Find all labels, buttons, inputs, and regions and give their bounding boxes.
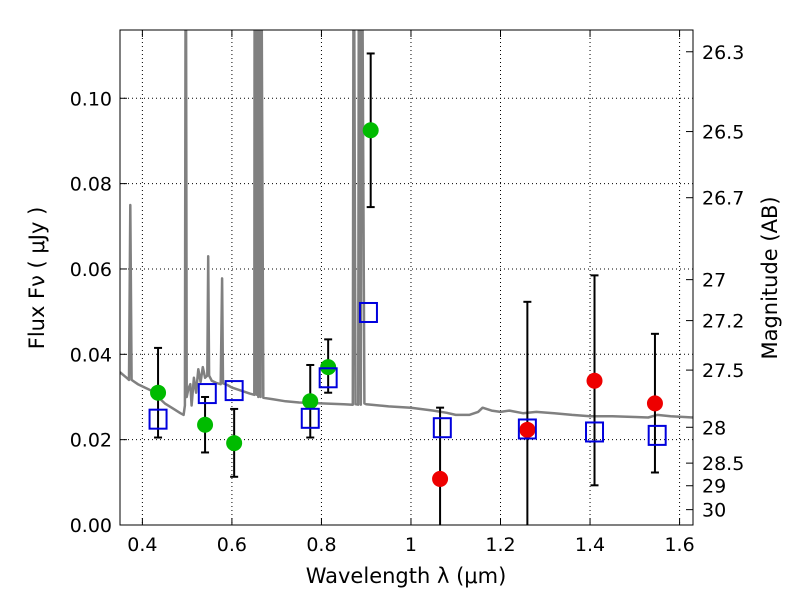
mag-tick-label: 26.3	[702, 42, 744, 64]
mag-tick-label: 28	[702, 417, 726, 439]
model-photometry-square	[197, 383, 217, 405]
mag-tick-label: 27.5	[702, 360, 744, 382]
mag-tick-label: 27	[702, 270, 726, 292]
model-spectrum-line	[120, 30, 693, 419]
data-markers	[148, 122, 667, 487]
model-photometry-square	[517, 418, 537, 440]
green-data-point	[226, 435, 243, 452]
green-data-point	[302, 393, 319, 410]
model-photometry-square	[318, 367, 338, 389]
plot-frame	[119, 29, 694, 526]
mag-tick-label: 26.5	[702, 122, 744, 144]
red-data-point	[432, 470, 449, 487]
model-spectrum	[120, 30, 693, 419]
axis-ticks: 0.4 0.6 0.8 1 1.2 1.4 1.6 0.00 0.02 0.04 0.06 0.08 0…	[70, 30, 744, 556]
y-tick-label: 0.02	[70, 430, 112, 452]
x-axis-label: Wavelength λ (μm)	[306, 564, 507, 588]
mag-tick-label: 30	[702, 500, 726, 522]
red-data-point	[519, 421, 536, 438]
model-photometry-square	[647, 424, 667, 446]
model-photometry-square	[300, 407, 320, 429]
y-axis-label: Flux Fν ( μJy )	[25, 207, 49, 350]
mag-tick-label: 29	[702, 476, 726, 498]
x-tick-label: 0.8	[306, 534, 336, 556]
y-tick-label: 0.06	[70, 259, 112, 281]
x-tick-label: 1.6	[664, 534, 694, 556]
model-photometry-square	[224, 380, 244, 402]
y-tick-label: 0.08	[70, 174, 112, 196]
model-photometry-square	[358, 301, 378, 323]
x-tick-label: 1.2	[485, 534, 515, 556]
model-photometry-square	[148, 408, 168, 430]
mag-tick-label: 27.2	[702, 311, 744, 333]
red-data-point	[586, 372, 603, 389]
model-photometry-square	[585, 421, 605, 443]
error-bars	[154, 52, 659, 525]
green-data-point	[362, 122, 379, 139]
model-photometry-square	[432, 417, 452, 439]
green-data-point	[150, 384, 167, 401]
mag-tick-label: 28.5	[702, 453, 744, 475]
x-tick-label: 0.6	[217, 534, 247, 556]
y-tick-label: 0.10	[70, 88, 112, 110]
y-tick-label: 0.04	[70, 344, 112, 366]
y-tick-label: 0.00	[70, 515, 112, 537]
x-tick-label: 1.4	[575, 534, 605, 556]
right-axis-label: Magnitude (AB)	[758, 196, 782, 359]
green-data-point	[320, 359, 337, 376]
green-data-point	[197, 416, 214, 433]
red-data-point	[646, 395, 663, 412]
mag-tick-label: 26.7	[702, 188, 744, 210]
x-tick-label: 0.4	[127, 534, 157, 556]
x-tick-label: 1	[405, 534, 417, 556]
